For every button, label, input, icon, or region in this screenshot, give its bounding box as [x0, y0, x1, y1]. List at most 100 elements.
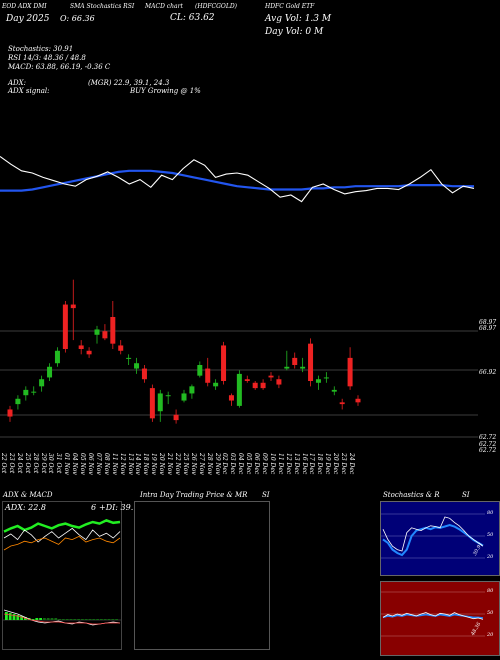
rsi-tick-50: 50 [487, 610, 494, 616]
x-tick-label: 19 Nov [150, 453, 158, 475]
macd-histogram-bar [100, 619, 103, 620]
adx-macd-title: ADX & MACD [3, 491, 53, 499]
candle-body [284, 366, 290, 369]
candle-body [300, 366, 306, 369]
candle-body [197, 365, 203, 376]
stochastics-value: Stochastics: 30.91 [8, 45, 74, 53]
macd-histogram-bar [46, 618, 50, 620]
stoch-title: Stochastics & R [383, 491, 440, 499]
x-tick-label: 01 Nov [63, 453, 71, 475]
intraday-title-2: SI [262, 491, 270, 499]
macd-histogram-bar [20, 616, 23, 620]
x-tick-label: 18 Nov [142, 453, 150, 475]
x-tick-label: 04 Nov [71, 453, 79, 475]
x-tick-label: 06 Nov [87, 453, 94, 475]
header-title-2: SMA Stochastics RSI [70, 3, 135, 10]
minus-di-line [3, 535, 121, 551]
macd-histogram-bar [73, 619, 77, 620]
candle-body [39, 379, 45, 387]
candle-body [165, 395, 171, 397]
candle-body [102, 331, 108, 339]
candle-body [149, 388, 155, 419]
stoch-tick-50: 50 [487, 532, 494, 538]
candle-body [244, 379, 250, 381]
macd-histogram-bar [54, 618, 58, 620]
candle-body [252, 382, 258, 389]
x-tick-label: 24 Dec [348, 453, 355, 475]
macd-histogram-bar [77, 619, 80, 620]
candle-body [134, 363, 140, 369]
stoch-d-line [382, 524, 484, 557]
candle-body [157, 393, 163, 412]
macd-histogram-bar [12, 614, 16, 620]
header-title-1: EOD ADX DMI [2, 3, 47, 10]
sma-line [0, 169, 474, 192]
candle-body [355, 398, 361, 403]
header-title-4: (HDFCGOLD) [195, 3, 237, 10]
x-tick-label: 05 Nov [79, 453, 87, 475]
x-tick-label: 21 Nov [166, 453, 174, 475]
candle-body [276, 379, 282, 385]
macd-value: MACD: 63.88, 66.19, -0.36 C [8, 63, 111, 71]
rsi-tick-20: 20 [487, 632, 494, 638]
macd-histogram-bar [16, 615, 20, 620]
x-tick-label: 04 Dec [237, 453, 245, 475]
candle-body [62, 304, 68, 349]
x-tick-label: 22 Nov [174, 453, 181, 475]
x-tick-label: 17 Dec [308, 453, 316, 475]
candle-body [86, 350, 92, 355]
macd-histogram-bar [5, 612, 8, 620]
price-label-6: 62.72 [479, 447, 497, 454]
macd-histogram-bar [50, 618, 54, 620]
day-label: Day 2025 [6, 14, 50, 24]
candle-body [347, 357, 353, 387]
adx-extra-label: 6 [91, 503, 97, 512]
candle-body [118, 345, 124, 351]
adx-values: (MGR) 22.9, 39.1, 24.3 [88, 79, 170, 87]
candle-body [331, 389, 337, 392]
candle-body [47, 366, 53, 378]
x-tick-label: 10 Dec [268, 453, 276, 475]
avg-vol-value: Avg Vol: 1.3 M [265, 14, 332, 24]
price-label-2: 68.97 [479, 325, 497, 332]
x-tick-label: 19 Dec [324, 453, 332, 475]
x-tick-label: 31 Oct [55, 453, 63, 474]
candle-body [78, 345, 84, 349]
x-tick-label: 23 Dec [340, 453, 348, 475]
x-tick-label: 20 Nov [158, 453, 166, 475]
x-tick-label: 16 Dec [300, 453, 308, 475]
x-tick-label: 28 Nov [205, 453, 213, 475]
rsi-panel: 80 50 20 48.36 [380, 581, 500, 656]
x-tick-label: 14 Nov [134, 453, 142, 475]
candle-body [23, 389, 29, 396]
adx-macd-plot [3, 519, 121, 626]
x-tick-label: 23 Oct [7, 453, 15, 474]
x-tick-label: 29 Nov [213, 453, 221, 475]
macd-histogram-bar [65, 619, 69, 620]
x-tick-label: 25 Oct [23, 453, 31, 474]
x-tick-label: 22 Oct [0, 453, 7, 474]
x-tick-label: 11 Dec [276, 453, 284, 475]
day-vol-value: Day Vol: 0 M [265, 27, 324, 37]
x-tick-label: 29 Oct [39, 453, 47, 474]
price-label-4: 62.72 [479, 434, 497, 441]
x-tick-label: 30 Oct [47, 453, 55, 474]
stoch-k-line [382, 516, 484, 552]
candle-body [205, 368, 211, 383]
candle-body [15, 398, 21, 405]
macd-histogram-bar [115, 619, 118, 620]
x-tick-label: 07 Nov [94, 453, 102, 475]
x-tick-label: 12 Nov [118, 453, 126, 475]
candle-body [213, 382, 219, 387]
x-tick-label: 03 Dec [229, 453, 237, 475]
candle-body [260, 382, 266, 389]
candle-body [339, 402, 345, 405]
x-tick-label: 06 Dec [253, 453, 261, 475]
adx-signal-value: BUY Growing @ 1% [130, 87, 201, 95]
macd-histogram-bar [62, 619, 65, 620]
candle-body [126, 357, 132, 359]
rsi-tick-80: 80 [487, 588, 494, 594]
macd-histogram-bar [35, 618, 39, 620]
adx-value-label: ADX: 22.8 [5, 503, 46, 512]
